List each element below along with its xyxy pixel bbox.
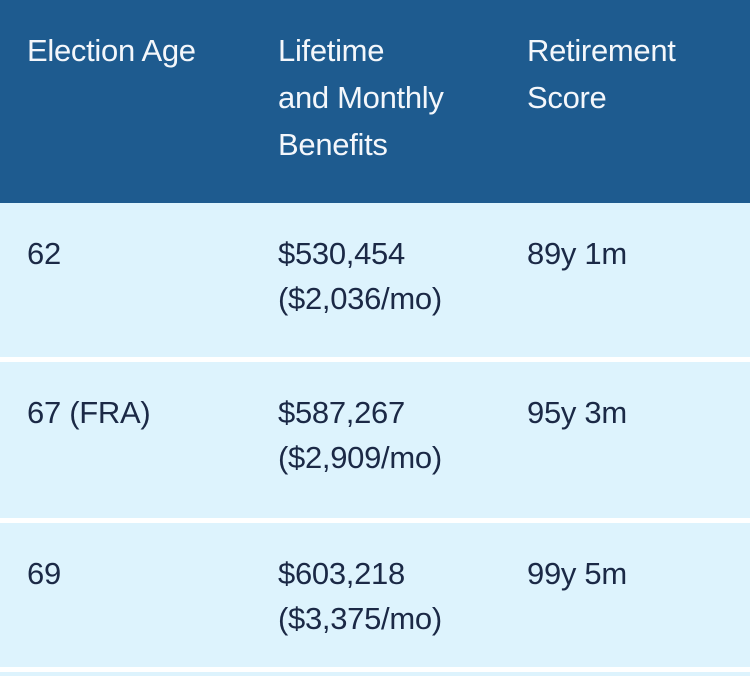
election-age-value: 62 <box>27 236 61 271</box>
column-header-election-age: Election Age <box>27 33 196 68</box>
partial-next-row <box>0 672 750 676</box>
retirement-score-value: 99y 5m <box>527 556 627 591</box>
column-header-lifetime-monthly-benefits: Lifetime and Monthly Benefits <box>278 33 444 162</box>
benefits-cell: $530,454 ($2,036/mo) <box>278 231 527 357</box>
monthly-benefit-value: ($2,909/mo) <box>278 440 442 475</box>
election-age-value: 67 (FRA) <box>27 395 151 430</box>
benefits-cell: $587,267 ($2,909/mo) <box>278 390 527 518</box>
monthly-benefit-value: ($3,375/mo) <box>278 601 442 636</box>
benefits-cell: $603,218 ($3,375/mo) <box>278 551 527 667</box>
table-row: 62 $530,454 ($2,036/mo) 89y 1m <box>0 203 750 362</box>
lifetime-benefit-value: $603,218 <box>278 556 405 591</box>
lifetime-benefit-value: $587,267 <box>278 395 405 430</box>
election-age-value: 69 <box>27 556 61 591</box>
retirement-score-value: 89y 1m <box>527 236 627 271</box>
retirement-score-value: 95y 3m <box>527 395 627 430</box>
monthly-benefit-value: ($2,036/mo) <box>278 281 442 316</box>
column-header-retirement-score: Retirement Score <box>527 33 676 115</box>
table-header-row: Election Age Lifetime and Monthly Benefi… <box>0 0 750 203</box>
table-row: 67 (FRA) $587,267 ($2,909/mo) 95y 3m <box>0 362 750 523</box>
lifetime-benefit-value: $530,454 <box>278 236 405 271</box>
table-row: 69 $603,218 ($3,375/mo) 99y 5m <box>0 523 750 672</box>
